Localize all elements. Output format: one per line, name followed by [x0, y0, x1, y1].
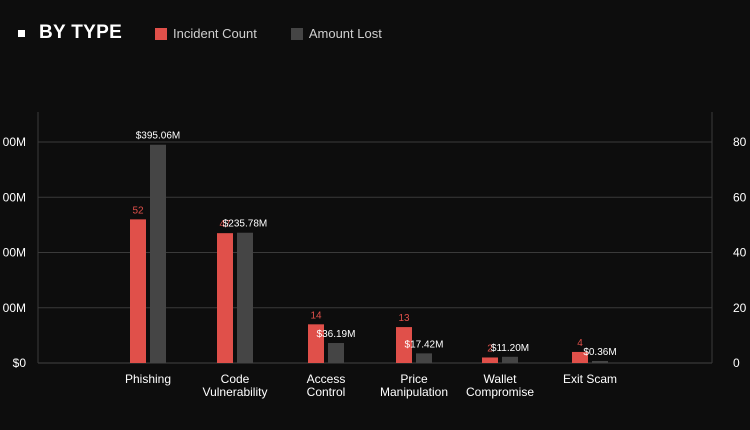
bar-amount-lost: [237, 232, 253, 363]
data-label-count: 52: [132, 205, 144, 216]
bar-amount-lost: [150, 144, 166, 363]
chart-legend: Incident Count Amount Lost: [155, 26, 416, 41]
bar-incident-count: [482, 357, 498, 363]
data-label-amount: $36.19M: [317, 329, 356, 340]
data-label-amount: $17.42M: [405, 339, 444, 350]
y-left-tick-label: 00M: [3, 246, 26, 260]
bar-incident-count: [396, 327, 412, 363]
legend-item-amount-lost: Amount Lost: [290, 26, 382, 41]
legend-swatch-amount: [290, 27, 303, 40]
x-category-label: Exit Scam: [563, 372, 617, 386]
y-right-tick-label: 60: [733, 190, 747, 204]
legend-label-amount: Amount Lost: [308, 26, 382, 41]
x-category-label: Code Vulnerability: [203, 372, 268, 399]
data-label-count: 13: [398, 313, 410, 324]
data-label-amount: $235.78M: [223, 219, 267, 230]
data-label-amount: $0.36M: [583, 347, 616, 358]
y-left-tick-label: $0: [13, 356, 27, 370]
y-right-tick-label: 80: [733, 135, 747, 149]
chart-title: BY TYPE: [39, 22, 123, 43]
legend-label-count: Incident Count: [173, 26, 257, 41]
data-label-count: 4: [577, 338, 583, 349]
y-right-tick-label: 40: [733, 246, 747, 260]
x-category-label: Price Manipulation: [380, 372, 448, 399]
data-label-amount: $11.20M: [491, 343, 529, 354]
data-label-count: 47: [219, 219, 231, 230]
bar-amount-lost: [416, 353, 432, 363]
x-category-label: Access Control: [307, 372, 346, 399]
chart-header: BY TYPE: [18, 22, 122, 44]
bar-incident-count: [308, 324, 324, 363]
legend-item-incident-count: Incident Count: [155, 26, 257, 41]
x-category-label: Phishing: [125, 372, 171, 386]
y-left-tick-label: 00M: [3, 135, 26, 149]
bar-incident-count: [217, 233, 233, 363]
data-label-amount: $395.06M: [136, 131, 180, 142]
x-category-label: Wallet Compromise: [466, 372, 534, 399]
bar-amount-lost: [328, 343, 344, 363]
y-left-tick-label: 00M: [3, 301, 26, 315]
bar-incident-count: [572, 351, 588, 363]
y-right-tick-label: 0: [733, 356, 740, 370]
data-label-count: 2: [487, 343, 493, 354]
y-left-tick-label: 00M: [3, 190, 26, 204]
y-right-tick-label: 20: [733, 301, 747, 315]
bar-incident-count: [130, 219, 146, 363]
title-square-icon: [18, 29, 25, 37]
bar-amount-lost: [592, 361, 608, 363]
legend-swatch-count: [155, 27, 167, 40]
data-label-count: 14: [310, 310, 322, 321]
bar-amount-lost: [502, 356, 518, 363]
